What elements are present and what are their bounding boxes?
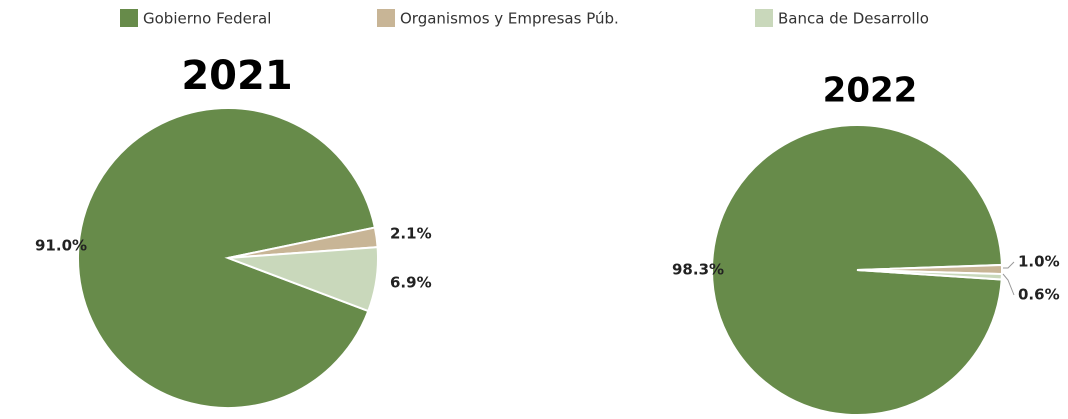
data-label: 91.0%	[35, 237, 87, 255]
data-label: 1.0%	[1018, 253, 1060, 271]
data-label: 98.3%	[672, 261, 724, 279]
legend-swatch	[120, 9, 138, 27]
legend-swatch	[377, 9, 395, 27]
chart-title: 2021	[181, 53, 292, 99]
pie-slice	[227, 246, 379, 313]
leader-line	[1002, 273, 1015, 296]
legend-label: Banca de Desarrollo	[778, 10, 929, 28]
chart-title: 2022	[823, 71, 918, 111]
legend-label: Gobierno Federal	[143, 10, 271, 28]
pie-slice	[856, 269, 1003, 281]
legend-swatch	[755, 9, 773, 27]
leader-line	[1003, 261, 1015, 269]
pie-slice	[711, 124, 1003, 417]
data-label: 2.1%	[390, 225, 432, 243]
legend-label: Organismos y Empresas Púb.	[400, 10, 619, 28]
pie-slice	[77, 107, 377, 410]
data-label: 0.6%	[1018, 286, 1060, 304]
data-label: 6.9%	[390, 274, 432, 292]
